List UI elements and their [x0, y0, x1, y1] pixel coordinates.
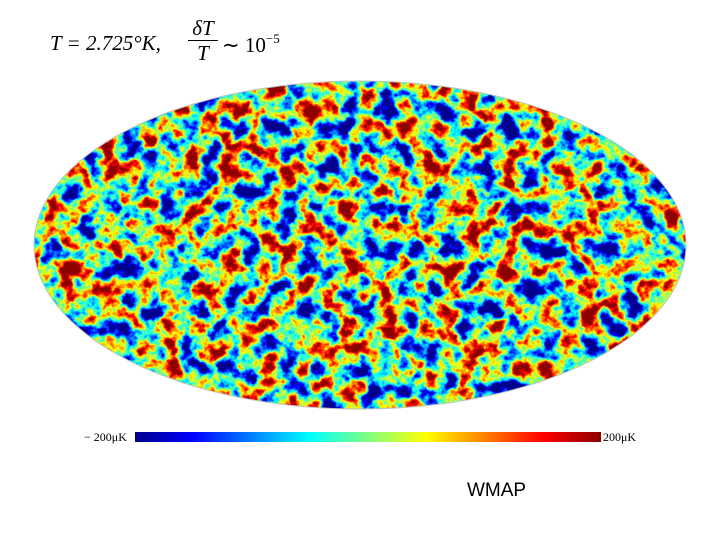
- map-outline: [33, 80, 687, 410]
- formula-fraction: δT T: [188, 16, 218, 65]
- sky-map: [34, 81, 686, 409]
- colorbar-min-label: − 200μK: [84, 430, 127, 444]
- formula-denominator: T: [197, 41, 209, 65]
- formula-numerator: δT: [188, 16, 218, 41]
- formula-temperature: T = 2.725°K,: [50, 31, 161, 55]
- formula-exponent: −5: [265, 31, 280, 46]
- formula-relation-text: ∼ 10: [222, 33, 266, 57]
- colorbar: [135, 432, 601, 442]
- temperature-field: [34, 81, 686, 409]
- formula-relation: ∼ 10−5: [222, 31, 280, 58]
- colorbar-max-label: 200μK: [603, 430, 637, 444]
- caption: WMAP: [467, 480, 527, 501]
